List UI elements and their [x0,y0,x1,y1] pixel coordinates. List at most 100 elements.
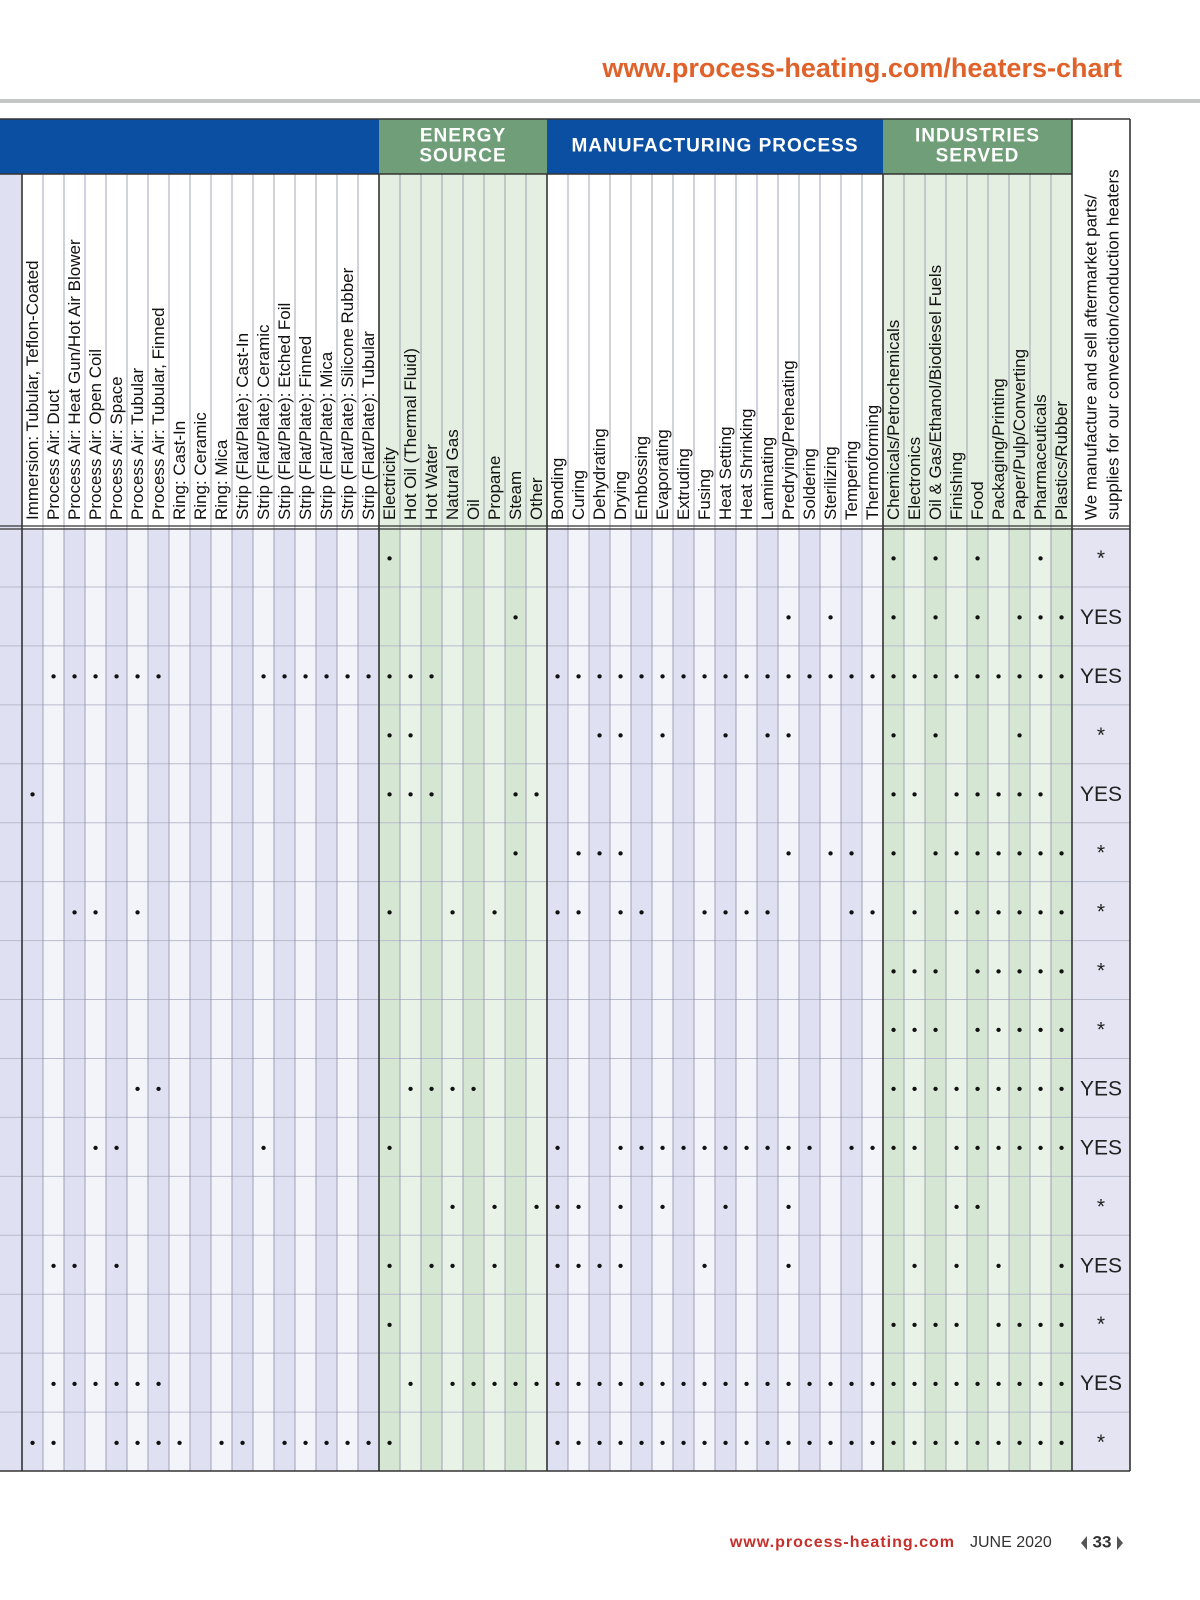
dot: • [891,1435,897,1452]
dot: • [387,786,393,803]
dot: • [93,1140,99,1157]
column-label: Strip (Flat/Plate): Finned [296,336,315,520]
dot: • [870,1140,876,1157]
dot: • [114,1140,120,1157]
dot: • [450,1081,456,1098]
dot: • [912,669,918,686]
dot: • [933,1022,939,1039]
dot: • [513,1376,519,1393]
dot: • [72,669,78,686]
dot: • [933,1435,939,1452]
dot: • [408,1081,414,1098]
column-label: Paper/Pulp/Converting [1010,349,1029,520]
dot: • [30,1435,36,1452]
dot: • [786,1258,792,1275]
dot: • [1017,786,1023,803]
dot: • [891,610,897,627]
dot: • [1017,1022,1023,1039]
dot: • [702,904,708,921]
dot: • [1038,1435,1044,1452]
dot: • [786,1376,792,1393]
dot: • [1038,904,1044,921]
dot: • [450,904,456,921]
column-label: Process Air: Heat Gun/Hot Air Blower [65,239,84,520]
dot: • [744,1435,750,1452]
dot: • [849,845,855,862]
dot: • [870,1376,876,1393]
dot: • [723,1199,729,1216]
dot: • [996,1317,1002,1334]
dot: • [1038,669,1044,686]
dot: • [597,1376,603,1393]
column-label: Oil & Gas/Ethanol/Biodiesel Fuels [926,265,945,520]
dot: • [891,551,897,568]
dot: • [513,786,519,803]
dot: • [954,1376,960,1393]
dot: • [954,1317,960,1334]
dot: • [849,669,855,686]
dot: • [597,845,603,862]
dot: • [786,610,792,627]
dot: • [555,1258,561,1275]
dot: • [660,1376,666,1393]
dot: • [261,1140,267,1157]
dot: • [156,1376,162,1393]
dot: • [723,1140,729,1157]
column-label: Dehydrating [590,428,609,520]
dot: • [933,1081,939,1098]
column-label: Heat Setting [716,426,735,520]
dot: • [555,1199,561,1216]
column-label: Soldering [800,448,819,520]
dot: • [912,1140,918,1157]
dot: • [492,1199,498,1216]
answer: YES [1080,1077,1122,1100]
dot: • [366,1435,372,1452]
dot: • [93,1376,99,1393]
dot: • [660,728,666,745]
dot: • [954,1199,960,1216]
column-label: Propane [485,456,504,520]
group-title: MANUFACTURING PROCESS [571,136,858,157]
dot: • [576,845,582,862]
column-label: Electronics [905,437,924,520]
column-label: Strip (Flat/Plate): Tubular [359,331,378,520]
dot: • [786,845,792,862]
answer: * [1097,1313,1105,1336]
last-column-header: supplies for our convection/conduction h… [1103,169,1122,520]
dot: • [114,1376,120,1393]
dot: • [408,786,414,803]
dot: • [1038,1317,1044,1334]
dot: • [387,1258,393,1275]
dot: • [702,1435,708,1452]
dot: • [975,1081,981,1098]
dot: • [429,669,435,686]
dot: • [744,669,750,686]
dot: • [954,904,960,921]
dot: • [954,1435,960,1452]
dot: • [786,1199,792,1216]
answer: * [1097,1019,1105,1042]
column-label: Laminating [758,437,777,520]
dot: • [765,1376,771,1393]
dot: • [492,904,498,921]
answer: * [1097,901,1105,924]
column-label: Curing [569,470,588,520]
dot: • [114,1258,120,1275]
dot: • [1017,610,1023,627]
last-column-header: We manufacture and sell aftermarket part… [1081,194,1100,520]
dot: • [975,551,981,568]
answer: * [1097,547,1105,570]
dot: • [807,1435,813,1452]
dot: • [555,904,561,921]
dot: • [660,1435,666,1452]
dot: • [828,669,834,686]
answer: * [1097,842,1105,865]
dot: • [975,1435,981,1452]
dot: • [912,904,918,921]
dot: • [912,786,918,803]
dot: • [576,1376,582,1393]
column-label: Strip (Flat/Plate): Cast-In [233,333,252,520]
dot: • [996,669,1002,686]
dot: • [1059,1140,1065,1157]
